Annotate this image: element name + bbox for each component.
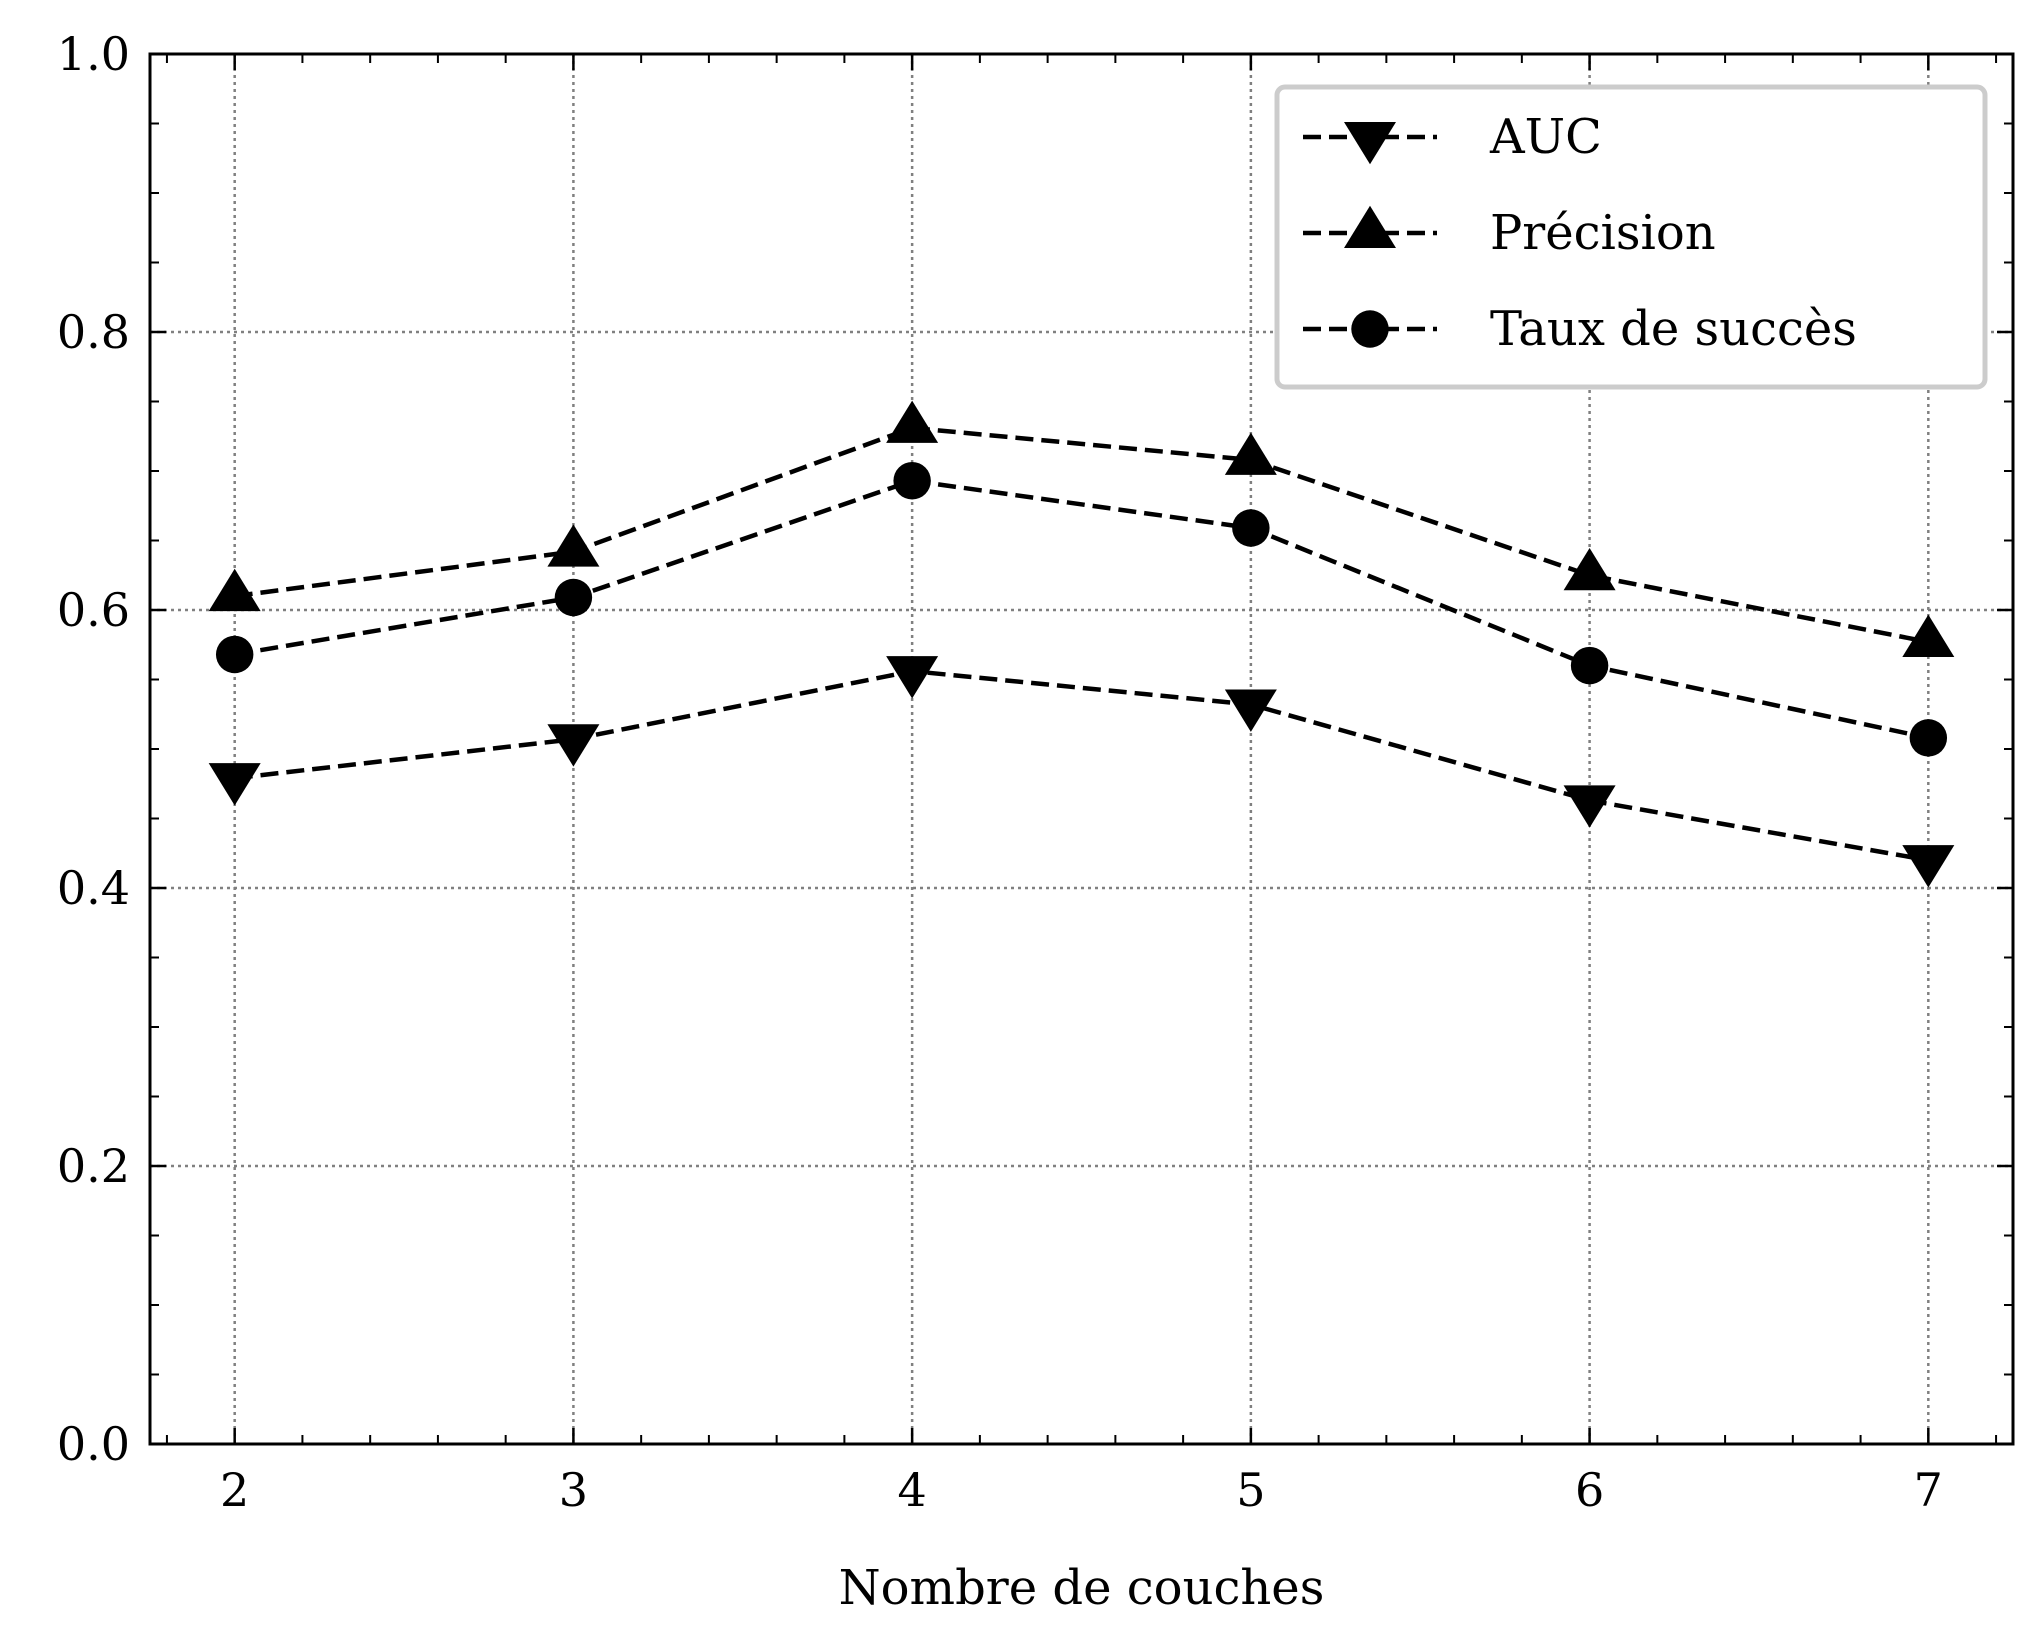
data-point bbox=[547, 524, 600, 567]
y-tick-label: 1.0 bbox=[57, 27, 130, 81]
x-tick-label: 6 bbox=[1575, 1463, 1604, 1517]
x-axis-title: Nombre de couches bbox=[839, 1560, 1325, 1616]
data-point bbox=[547, 724, 600, 767]
legend-item: Précision bbox=[1303, 205, 1716, 261]
legend-label: AUC bbox=[1489, 109, 1602, 165]
series-auc bbox=[208, 656, 1955, 888]
data-point bbox=[1232, 509, 1270, 547]
y-tick-label: 0.2 bbox=[57, 1139, 130, 1193]
series-line bbox=[234, 668, 1929, 863]
legend-marker bbox=[1351, 310, 1389, 348]
data-point bbox=[886, 656, 939, 699]
data-point bbox=[1224, 432, 1277, 475]
data-point bbox=[1909, 719, 1948, 757]
x-tick-label: 2 bbox=[220, 1463, 249, 1517]
y-tick-label: 0.0 bbox=[57, 1417, 130, 1471]
data-point bbox=[208, 568, 261, 612]
data-point bbox=[208, 763, 261, 806]
data-point bbox=[893, 462, 931, 500]
data-point bbox=[215, 635, 254, 674]
legend-item: AUC bbox=[1303, 109, 1602, 165]
x-tick-label: 4 bbox=[897, 1463, 926, 1517]
data-point bbox=[1902, 614, 1955, 657]
data-point bbox=[554, 578, 593, 617]
series-line bbox=[234, 425, 1929, 645]
legend-item: Taux de succès bbox=[1303, 301, 1857, 357]
data-point bbox=[1902, 845, 1955, 888]
tick-labels: 2 3 4 5 6 7 0.0 0.2 0.4 0.6 0.8 1.0 bbox=[57, 27, 1943, 1517]
plot-frame bbox=[148, 52, 2015, 1446]
legend-box bbox=[1274, 84, 1988, 390]
series-line bbox=[234, 478, 1929, 741]
legend-label: Précision bbox=[1490, 205, 1716, 261]
series-layer bbox=[208, 400, 1955, 888]
x-tick-label: 3 bbox=[559, 1463, 588, 1517]
data-point bbox=[1563, 547, 1616, 591]
series-pr-cision bbox=[208, 400, 1955, 657]
data-point bbox=[1224, 689, 1277, 732]
data-point bbox=[886, 400, 939, 443]
data-point bbox=[1563, 785, 1616, 828]
y-tick-label: 0.4 bbox=[57, 861, 130, 915]
y-tick-label: 0.6 bbox=[57, 583, 130, 637]
series-taux-de-succ-s bbox=[215, 462, 1948, 757]
x-tick-label: 5 bbox=[1236, 1463, 1265, 1517]
y-tick-label: 0.8 bbox=[57, 305, 130, 359]
legend-marker bbox=[1344, 121, 1396, 165]
legend: AUC Précision Taux de succès bbox=[1274, 84, 1988, 390]
legend-label: Taux de succès bbox=[1490, 301, 1857, 357]
data-point bbox=[1570, 646, 1609, 685]
legend-marker bbox=[1344, 205, 1396, 249]
x-tick-label: 7 bbox=[1914, 1463, 1943, 1517]
